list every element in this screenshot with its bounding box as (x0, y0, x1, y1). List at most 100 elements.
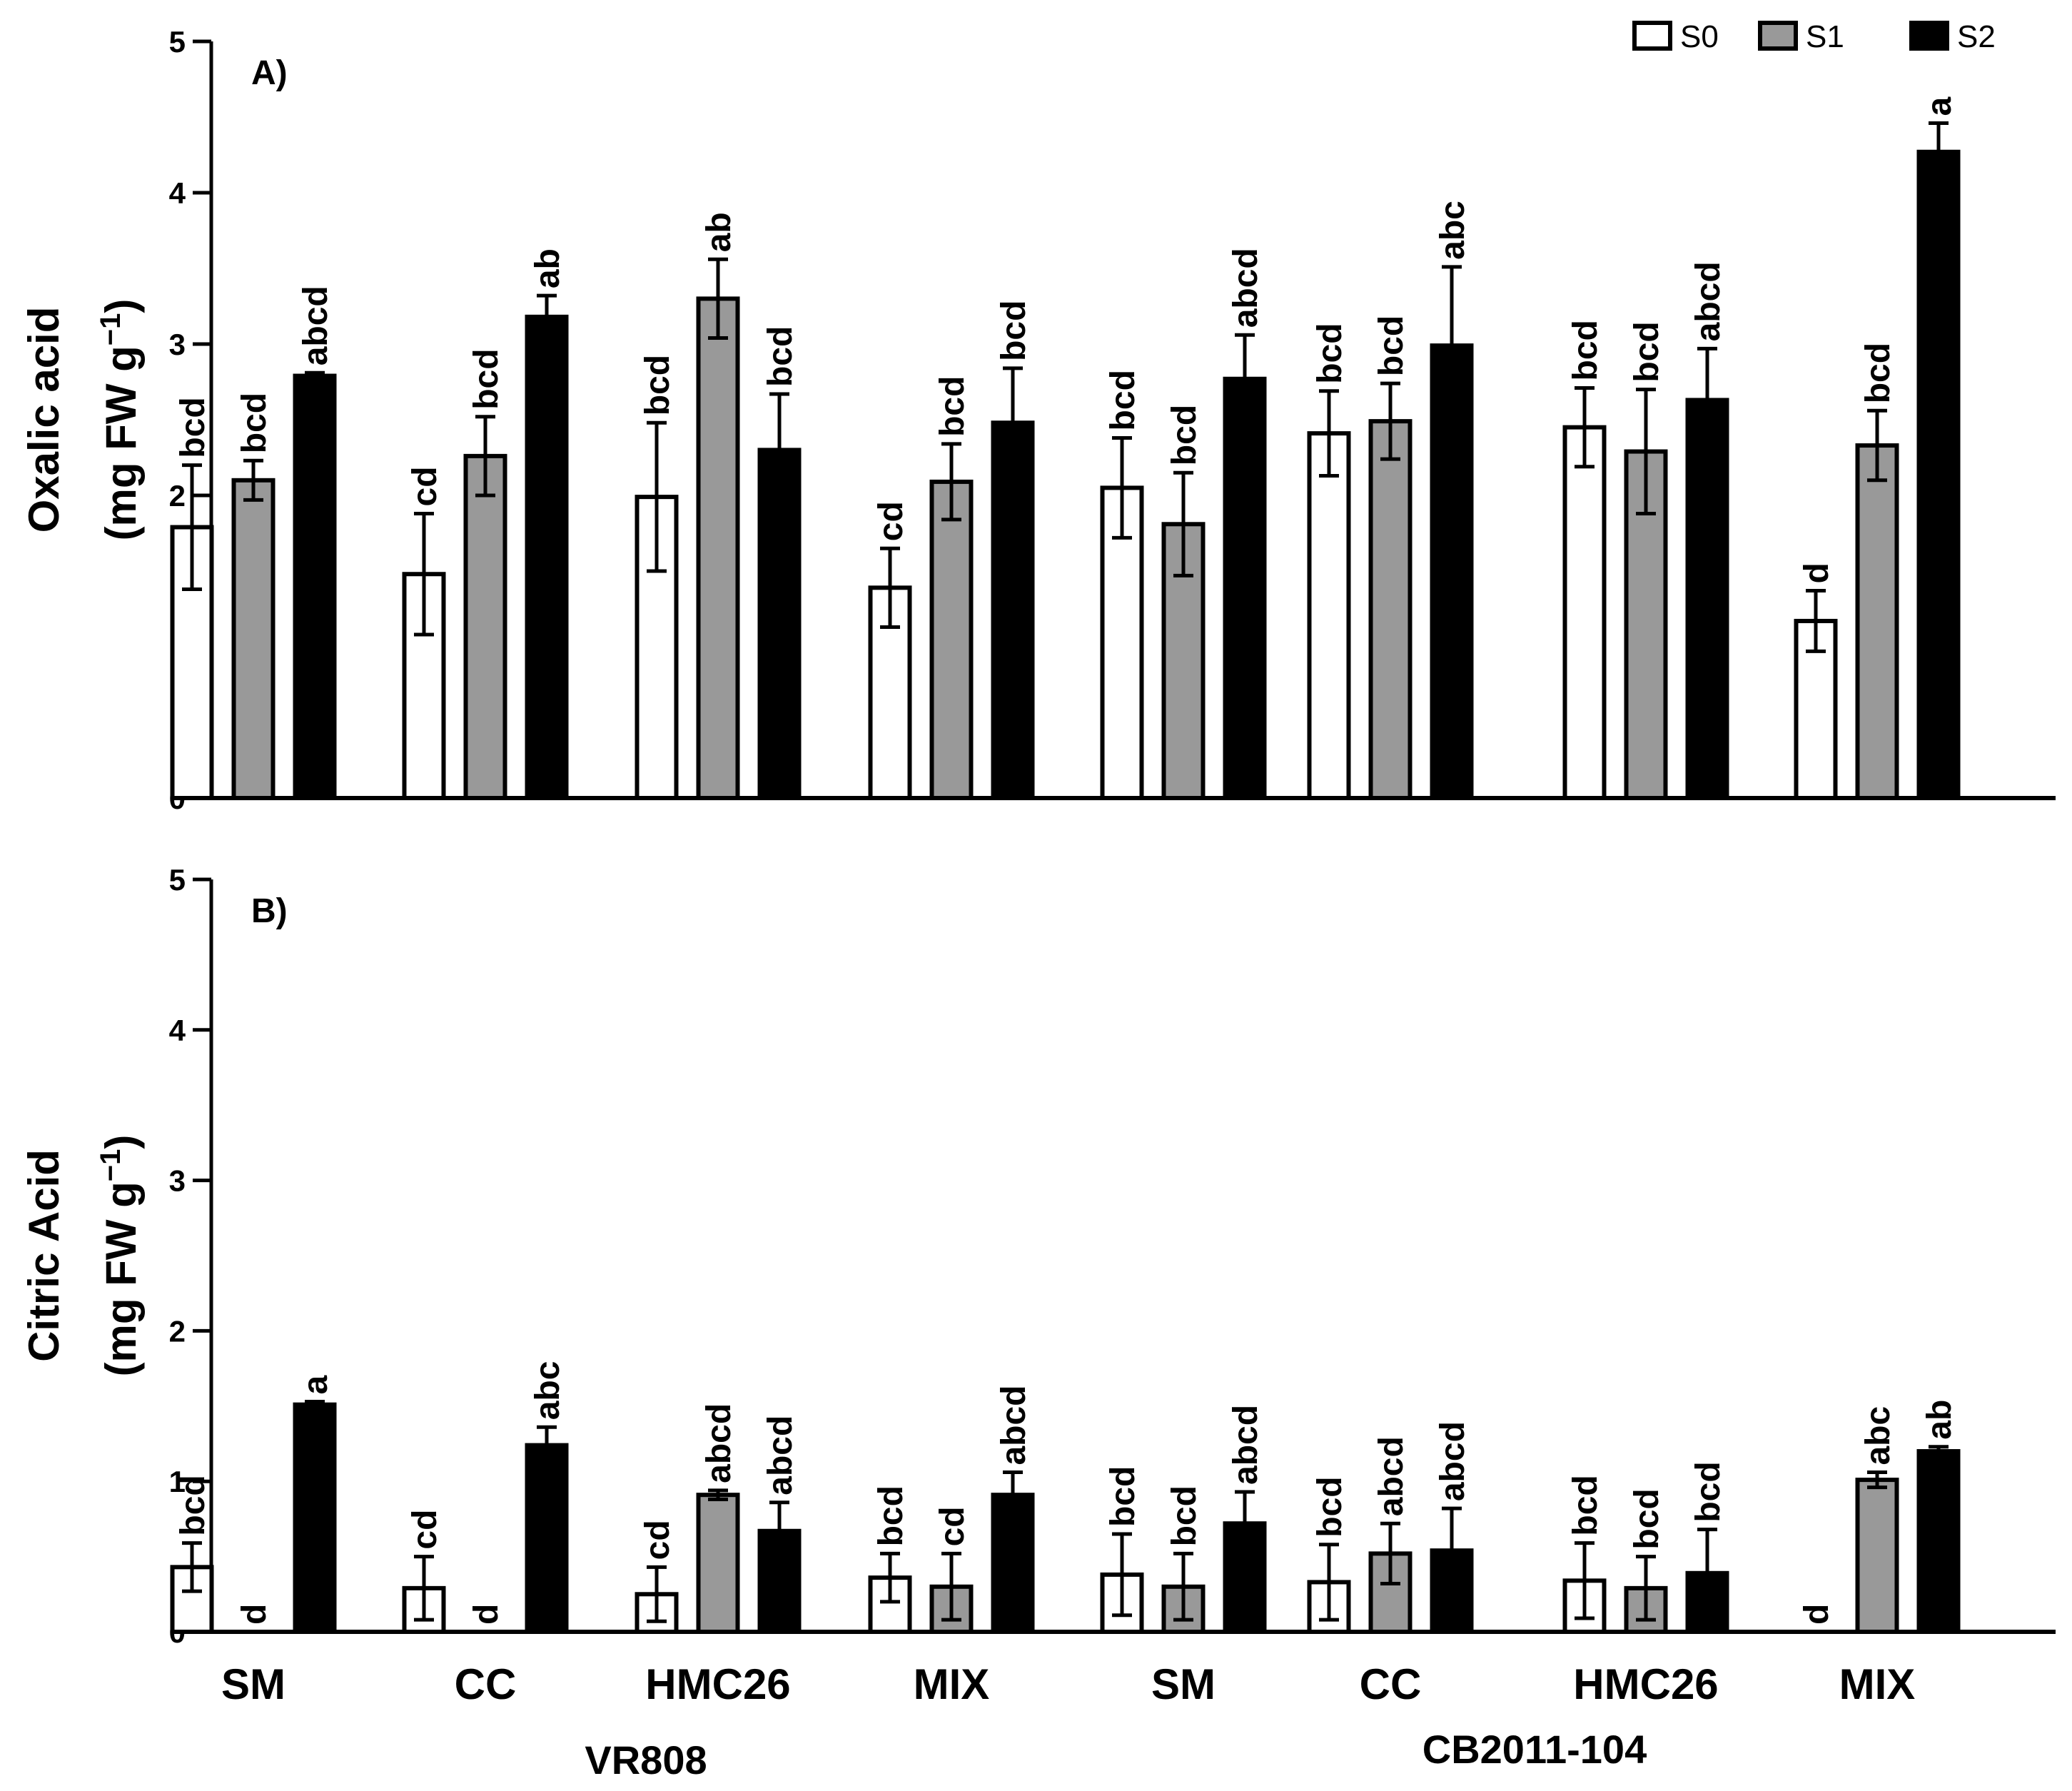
panel-b: 012345B)Citric Acid(mg FW g−1)bcdcdcdbcd… (20, 863, 2056, 1649)
error-bar (182, 463, 202, 591)
significance-letter: ab (700, 212, 738, 252)
significance-letter: bcd (1104, 370, 1142, 430)
significance-letter: bcd (174, 1475, 212, 1535)
significance-letter: abc (529, 1361, 567, 1421)
significance-letter: bcd (1859, 343, 1897, 403)
bar-s1 (1855, 443, 1899, 800)
error-bar (880, 1551, 900, 1604)
bar-s1 (463, 453, 507, 800)
error-bar (1003, 366, 1023, 480)
error-bar (647, 420, 667, 573)
significance-letter: d (1798, 562, 1836, 583)
y-tick-label: 4 (169, 1014, 186, 1047)
bar-s1 (1368, 419, 1413, 800)
error-bar (243, 458, 263, 502)
significance-letter: abcd (700, 1403, 738, 1483)
y-tick-label: 3 (169, 1164, 186, 1198)
error-bar (1575, 385, 1595, 469)
legend-label-s1: S1 (1806, 19, 1844, 54)
x-category-label: HMC26 (1573, 1660, 1718, 1708)
error-bar (1319, 389, 1339, 478)
error-bar (941, 1551, 961, 1622)
bar-s2 (293, 1402, 337, 1635)
significance-letter: bcd (639, 355, 677, 415)
bar-s0 (1562, 425, 1607, 800)
significance-letter: bcd (236, 393, 273, 453)
error-bar (1235, 1490, 1255, 1557)
panel-a: 012345A)Oxalic acid(mg FW g−1)bcdcdbcdcd… (20, 25, 2056, 815)
error-bar (305, 1399, 325, 1410)
bar-s1 (696, 1493, 740, 1635)
significance-letter: abcd (297, 286, 335, 365)
legend: S0 S1 S2 (1632, 19, 1996, 54)
x-category-label: CC (1360, 1660, 1422, 1708)
significance-letter: d (1798, 1604, 1836, 1625)
y-tick-label: 3 (169, 328, 186, 361)
significance-letter: bcd (1311, 323, 1349, 383)
significance-letter: cd (934, 1506, 971, 1546)
panel-label: A) (251, 54, 288, 92)
significance-letter: bcd (1166, 1485, 1203, 1546)
significance-letter: bcd (1311, 1476, 1349, 1537)
error-bar (1636, 1555, 1656, 1622)
y-tick-label: 4 (169, 176, 186, 210)
error-bar (537, 293, 557, 340)
legend-swatch-s2 (1909, 21, 1949, 51)
error-bar (1697, 1528, 1717, 1619)
bar-s2 (991, 1493, 1035, 1635)
error-bar (305, 370, 325, 381)
y-tick-label: 2 (169, 479, 186, 513)
panel-label: B) (251, 892, 288, 930)
significance-letter: bcd (1567, 320, 1604, 380)
y-tick-label: 2 (169, 1314, 186, 1348)
significance-letter: bcd (468, 348, 505, 409)
error-bar (1003, 1470, 1023, 1520)
x-category-label: SM (1151, 1660, 1216, 1708)
significance-letter: cd (406, 1510, 444, 1550)
significance-letter: a (1921, 96, 1959, 116)
significance-letter: bcd (995, 301, 1033, 361)
error-bar (1636, 388, 1656, 515)
significance-letter: d (468, 1604, 505, 1625)
bar-s1 (929, 479, 974, 800)
error-bar (414, 1555, 434, 1622)
x-group-label: CB2011-104 (1422, 1727, 1647, 1772)
bar-s1 (231, 478, 276, 800)
error-bar (1380, 1521, 1400, 1586)
error-bar (1806, 589, 1826, 653)
y-tick-label: 5 (169, 25, 186, 59)
error-bar (1929, 121, 1949, 183)
error-bar (708, 1488, 728, 1501)
significance-letter: bcd (762, 326, 799, 387)
y-axis-unit-base: (mg FW g (97, 1181, 145, 1376)
significance-letter: bcd (174, 397, 212, 458)
legend-swatch-s1 (1758, 21, 1798, 51)
y-axis-unit: (mg FW g−1) (95, 299, 145, 541)
bar-s2 (1916, 1449, 1961, 1635)
x-category-label: SM (221, 1660, 285, 1708)
significance-letter: bcd (1689, 1461, 1727, 1522)
error-bar (537, 1425, 557, 1465)
y-axis-title: Citric Acid (20, 1149, 68, 1362)
y-axis-unit: (mg FW g−1) (95, 1135, 145, 1377)
error-bar (941, 442, 961, 522)
significance-letter: abc (1434, 201, 1472, 260)
bar-s2 (1685, 398, 1729, 800)
bar-s2 (1916, 149, 1961, 800)
error-bar (1867, 1470, 1887, 1490)
error-bar (769, 1500, 789, 1562)
bar-s0 (1307, 431, 1351, 801)
error-bar (475, 415, 495, 498)
error-bar (1697, 346, 1717, 454)
significance-letter: abcd (1227, 248, 1265, 328)
significance-letter: abcd (762, 1416, 799, 1495)
error-bar (647, 1565, 667, 1623)
bar-s2 (525, 1443, 569, 1635)
x-category-label: CC (455, 1660, 517, 1708)
legend-label-s0: S0 (1680, 19, 1719, 54)
significance-letter: abcd (1434, 1421, 1472, 1501)
error-bar (414, 511, 434, 637)
y-axis-unit-exponent: −1 (95, 313, 126, 346)
y-axis-title: Oxalic acid (20, 307, 68, 533)
error-bar (769, 392, 789, 508)
